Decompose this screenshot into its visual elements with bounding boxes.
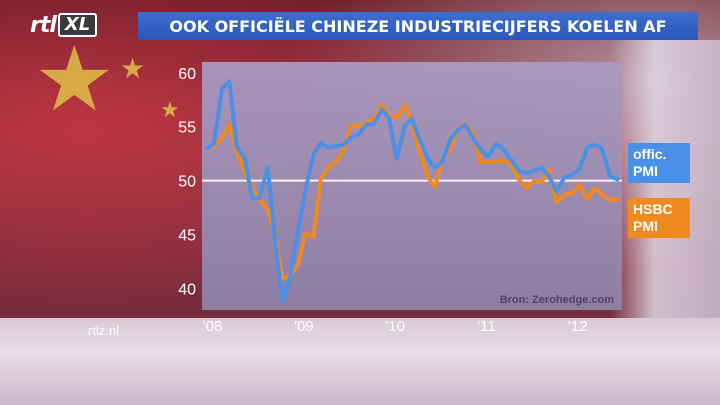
x-tick-label: '10 [385, 318, 405, 335]
logo-rtl-text: rtl [30, 12, 57, 38]
series-line-official-pmi [204, 79, 620, 304]
source-label: Bron: Zerohedge.com [500, 294, 615, 306]
y-tick-label: 40 [178, 281, 196, 298]
x-tick-label: '09 [294, 318, 314, 335]
headline-bar: OOK OFFICIËLE CHINEZE INDUSTRIECIJFERS K… [138, 12, 698, 40]
legend-official-pmi: offic. PMI [628, 143, 690, 183]
x-tick-label: '08 [203, 318, 223, 335]
y-tick-label: 45 [178, 228, 196, 245]
background-bottom-band [0, 318, 720, 405]
headline-title: OOK OFFICIËLE CHINEZE INDUSTRIECIJFERS K… [169, 16, 667, 36]
y-tick-label: 50 [178, 174, 196, 191]
y-tick-label: 60 [178, 66, 196, 83]
logo-xl-badge: XL [57, 13, 98, 37]
x-tick-label: '11 [477, 318, 495, 335]
flag-star-small-icon: ★ [120, 52, 146, 85]
channel-logo: rtl XL [30, 12, 98, 38]
flag-star-large-icon: ★ [34, 27, 115, 132]
legend-hsbc-label: HSBC PMI [633, 201, 673, 234]
y-tick-label: 55 [178, 120, 196, 137]
flag-star-small-icon: ★ [160, 98, 180, 123]
legend-hsbc-pmi: HSBC PMI [628, 198, 690, 238]
legend-official-label: offic. PMI [633, 146, 667, 179]
site-url: rtlz.nl [88, 323, 120, 338]
x-tick-label: '12 [568, 318, 588, 335]
